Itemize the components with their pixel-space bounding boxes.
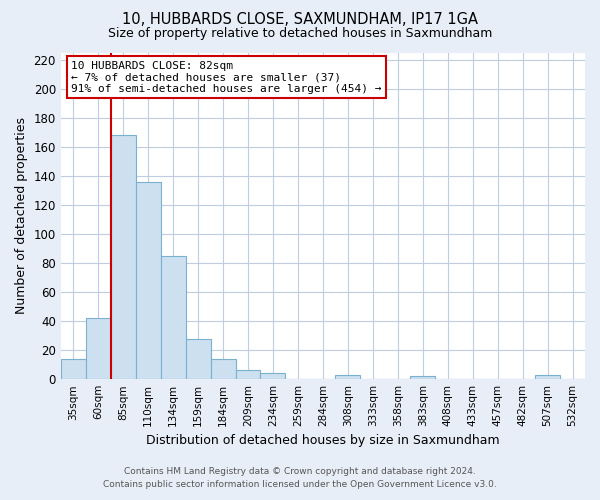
Bar <box>185 338 211 379</box>
Bar <box>335 375 361 379</box>
Bar <box>410 376 435 379</box>
Y-axis label: Number of detached properties: Number of detached properties <box>15 118 28 314</box>
Bar <box>211 359 236 379</box>
Text: Size of property relative to detached houses in Saxmundham: Size of property relative to detached ho… <box>108 28 492 40</box>
X-axis label: Distribution of detached houses by size in Saxmundham: Distribution of detached houses by size … <box>146 434 500 448</box>
Bar <box>161 256 185 379</box>
Text: 10 HUBBARDS CLOSE: 82sqm
← 7% of detached houses are smaller (37)
91% of semi-de: 10 HUBBARDS CLOSE: 82sqm ← 7% of detache… <box>71 60 382 94</box>
Bar <box>61 359 86 379</box>
Text: Contains HM Land Registry data © Crown copyright and database right 2024.
Contai: Contains HM Land Registry data © Crown c… <box>103 468 497 489</box>
Bar <box>236 370 260 379</box>
Bar <box>86 318 111 379</box>
Bar <box>535 375 560 379</box>
Bar <box>111 136 136 379</box>
Bar <box>136 182 161 379</box>
Bar <box>260 374 286 379</box>
Text: 10, HUBBARDS CLOSE, SAXMUNDHAM, IP17 1GA: 10, HUBBARDS CLOSE, SAXMUNDHAM, IP17 1GA <box>122 12 478 28</box>
